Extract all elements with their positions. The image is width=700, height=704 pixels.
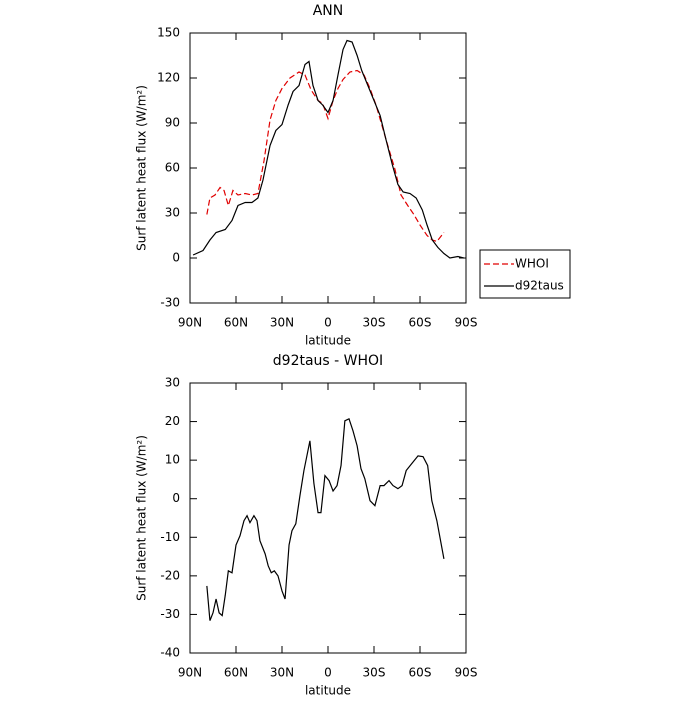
- line-series: [206, 69, 445, 243]
- y-tick-label: 150: [157, 26, 180, 40]
- y-axis-label: Surf latent heat flux (W/m²): [135, 435, 149, 601]
- y-tick-label: -20: [160, 568, 180, 582]
- y-tick-label: 60: [165, 161, 180, 175]
- x-tick-label: 90S: [455, 316, 478, 330]
- x-axis-label: latitude: [305, 334, 351, 348]
- line-series: [192, 39, 464, 259]
- x-tick-label: 0: [324, 666, 332, 680]
- y-tick-label: 10: [165, 453, 180, 467]
- plot-frame: [189, 32, 467, 304]
- x-tick-label: 60S: [409, 316, 432, 330]
- x-tick-label: 90N: [178, 666, 202, 680]
- x-tick-label: 90S: [455, 666, 478, 680]
- y-tick-label: 30: [165, 376, 180, 390]
- x-tick-label: 60S: [409, 666, 432, 680]
- y-tick-label: 0: [172, 491, 180, 505]
- legend-label: d92taus: [515, 279, 564, 293]
- chart-title: ANN: [313, 3, 344, 19]
- y-tick-label: -10: [160, 530, 180, 544]
- x-tick-label: 30N: [270, 666, 294, 680]
- y-tick-label: -40: [160, 646, 180, 660]
- x-tick-label: 0: [324, 316, 332, 330]
- x-tick-label: 60N: [224, 666, 248, 680]
- line-series: [206, 418, 445, 621]
- x-tick-label: 90N: [178, 316, 202, 330]
- y-tick-label: -30: [160, 296, 180, 310]
- y-tick-label: 0: [172, 251, 180, 265]
- x-tick-label: 30S: [363, 316, 386, 330]
- plot-frame: [189, 382, 467, 654]
- x-tick-label: 30N: [270, 316, 294, 330]
- chart-title: d92taus - WHOI: [273, 353, 383, 369]
- y-tick-label: 120: [157, 71, 180, 85]
- x-tick-label: 30S: [363, 666, 386, 680]
- legend-label: WHOI: [515, 257, 549, 271]
- x-tick-label: 60N: [224, 316, 248, 330]
- y-tick-label: 90: [165, 116, 180, 130]
- legend-box: [479, 249, 571, 299]
- y-axis-label: Surf latent heat flux (W/m²): [135, 85, 149, 251]
- y-tick-label: 30: [165, 206, 180, 220]
- y-tick-label: -30: [160, 607, 180, 621]
- y-tick-label: 20: [165, 414, 180, 428]
- x-axis-label: latitude: [305, 684, 351, 698]
